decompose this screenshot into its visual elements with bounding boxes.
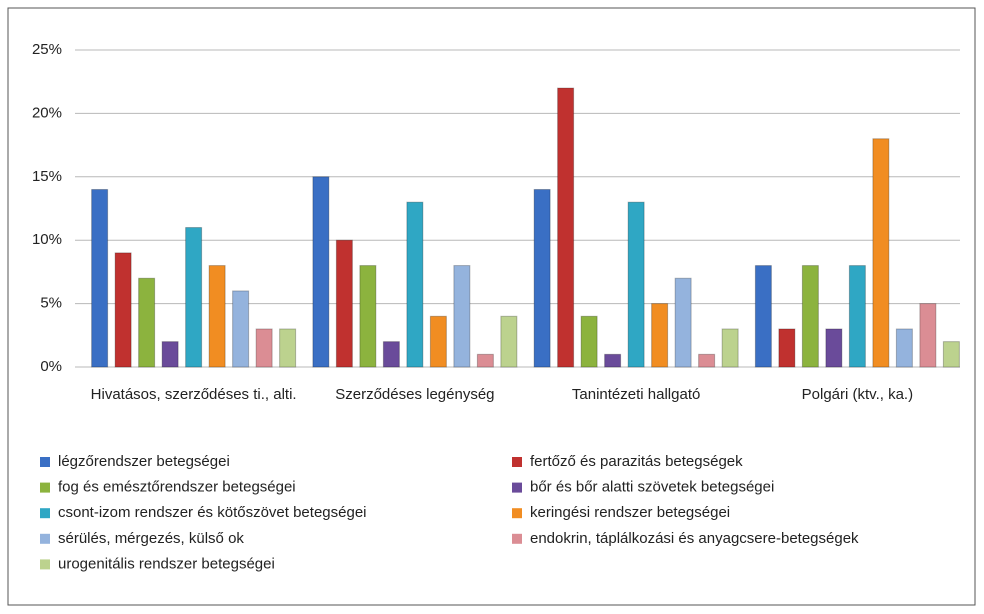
- bar: [453, 265, 471, 368]
- bar: [185, 227, 203, 368]
- legend-label: endokrin, táplálkozási és anyagcsere-bet…: [530, 530, 859, 547]
- bar: [359, 265, 377, 368]
- y-tick-label: 25%: [32, 41, 62, 58]
- bar: [651, 303, 669, 368]
- y-tick-label: 15%: [32, 168, 62, 185]
- bar: [533, 188, 551, 368]
- bar: [208, 265, 226, 368]
- y-tick-label: 5%: [40, 295, 62, 312]
- bar: [557, 87, 575, 368]
- bar: [312, 176, 330, 368]
- legend-label: fog és emésztőrendszer betegségei: [58, 479, 296, 496]
- legend-swatch: [40, 559, 50, 570]
- legend-label: sérülés, mérgezés, külső ok: [58, 530, 244, 547]
- bar: [429, 315, 447, 368]
- legend-swatch: [40, 533, 50, 544]
- legend-label: bőr és bőr alatti szövetek betegségei: [530, 479, 774, 496]
- legend-label: fertőző és parazitás betegségek: [530, 453, 743, 470]
- legend-label: csont-izom rendszer és kötőszövet betegs…: [58, 504, 367, 521]
- legend-label: légzőrendszer betegségei: [58, 453, 230, 470]
- x-tick-label: Hivatásos, szerződéses ti., alti.: [90, 386, 297, 403]
- bar: [91, 188, 109, 368]
- bar: [232, 290, 250, 368]
- bar: [848, 265, 866, 368]
- legend-swatch: [512, 457, 522, 467]
- bar: [161, 341, 179, 368]
- legend-swatch: [40, 508, 50, 519]
- bar: [500, 315, 518, 368]
- bar: [674, 277, 692, 368]
- legend-swatch: [512, 482, 522, 493]
- y-tick-label: 10%: [32, 231, 62, 248]
- bar: [279, 328, 297, 368]
- bar: [580, 315, 598, 368]
- bar: [942, 341, 960, 368]
- legend-swatch: [40, 482, 50, 493]
- bar: [872, 138, 890, 368]
- legend-swatch: [512, 533, 522, 544]
- x-tick-label: Tanintézeti hallgató: [571, 386, 701, 403]
- bar: [754, 265, 772, 368]
- bar: [721, 328, 739, 368]
- bar: [919, 303, 937, 368]
- bar: [476, 353, 494, 368]
- bar: [801, 265, 819, 368]
- x-tick-label: Polgári (ktv., ka.): [801, 386, 914, 403]
- legend-label: keringési rendszer betegségei: [530, 504, 730, 521]
- bar: [255, 328, 273, 368]
- bar: [698, 353, 716, 368]
- bar: [406, 201, 424, 368]
- bar: [778, 328, 796, 368]
- y-tick-label: 20%: [32, 104, 62, 121]
- bar: [895, 328, 913, 368]
- bar: [114, 252, 132, 368]
- bar: [604, 353, 622, 368]
- bar: [825, 328, 843, 368]
- legend-swatch: [512, 508, 522, 519]
- y-tick-label: 0%: [40, 358, 62, 375]
- legend-label: urogenitális rendszer betegségei: [58, 555, 275, 572]
- bar: [335, 239, 353, 368]
- bar: [627, 201, 645, 368]
- x-tick-label: Szerződéses legénység: [335, 386, 495, 403]
- bar: [382, 341, 400, 368]
- bar: [138, 277, 156, 368]
- legend-swatch: [40, 457, 50, 467]
